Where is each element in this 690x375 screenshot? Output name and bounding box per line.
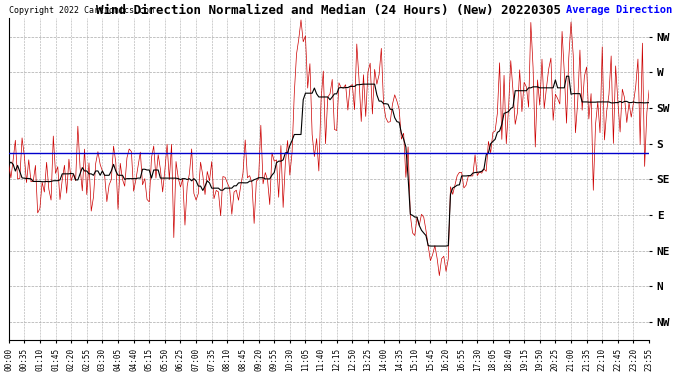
Title: Wind Direction Normalized and Median (24 Hours) (New) 20220305: Wind Direction Normalized and Median (24…	[97, 4, 562, 17]
Text: Average Direction: Average Direction	[566, 5, 672, 15]
Text: Copyright 2022 Cartronics.com: Copyright 2022 Cartronics.com	[9, 6, 154, 15]
